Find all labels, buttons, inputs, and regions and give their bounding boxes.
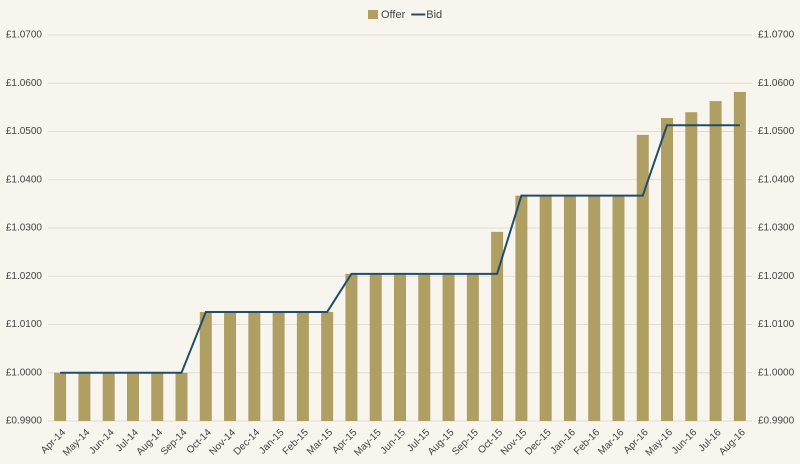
y2-tick-label: £1.0300	[758, 223, 795, 234]
y2-tick-label: £1.0000	[758, 367, 795, 378]
bar	[612, 195, 625, 421]
y-tick-label: £1.0100	[6, 319, 43, 330]
x-tick-label: Sep-14	[159, 427, 190, 458]
x-tick-label: Feb-16	[572, 427, 602, 457]
line	[60, 124, 740, 374]
bar	[199, 311, 212, 421]
x-tick-label: Mar-15	[305, 427, 335, 457]
bar	[733, 91, 746, 421]
bar	[321, 311, 334, 421]
bar	[418, 273, 431, 421]
x-tick-label: Aug-16	[717, 427, 748, 458]
y-tick-label: £1.0500	[6, 126, 43, 137]
bar	[661, 117, 674, 422]
bar	[466, 273, 479, 421]
bar	[224, 311, 237, 421]
y2-tick-label: £1.0100	[758, 319, 795, 330]
x-tick-label: Jun-14	[87, 427, 117, 457]
bar	[345, 273, 358, 421]
y-tick-label: £1.0400	[6, 174, 43, 185]
bar	[491, 231, 504, 421]
x-tick-label: Mar-16	[596, 427, 626, 457]
bar	[369, 273, 382, 421]
x-tick-label: Sep-15	[450, 427, 481, 458]
y-tick-label: £1.0600	[6, 78, 43, 89]
bar	[126, 372, 139, 421]
y2-tick-label: £1.0700	[758, 30, 795, 41]
bar	[515, 195, 528, 421]
bar	[636, 134, 649, 421]
x-tick-label: Feb-15	[281, 427, 311, 457]
bar	[442, 273, 455, 421]
y-tick-label: £1.0700	[6, 30, 43, 41]
bar	[102, 372, 115, 421]
x-tick-label: May-15	[352, 427, 384, 459]
bar	[539, 195, 552, 421]
y2-tick-label: £0.9900	[758, 416, 795, 427]
bar	[54, 372, 67, 421]
y2-tick-label: £1.0600	[758, 78, 795, 89]
bar	[709, 101, 722, 421]
y-tick-label: £0.9900	[6, 416, 43, 427]
bar	[394, 273, 406, 421]
y-tick-label: £1.0000	[6, 367, 43, 378]
x-tick-label: Dec-15	[523, 427, 554, 458]
x-tick-label: Jun-15	[379, 427, 409, 457]
bar	[151, 372, 164, 421]
bar	[685, 112, 698, 421]
legend-swatch	[368, 10, 378, 19]
y2-tick-label: £1.0200	[758, 271, 795, 282]
y-tick-label: £1.0200	[6, 271, 43, 282]
bar	[588, 195, 601, 421]
bar	[296, 311, 309, 421]
y-tick-label: £1.0300	[6, 223, 43, 234]
x-tick-label: May-14	[61, 427, 93, 459]
bar	[248, 311, 261, 421]
x-tick-label: May-16	[644, 427, 676, 459]
legend-label: Offer	[381, 9, 406, 21]
x-tick-label: Jun-16	[670, 427, 700, 457]
bar	[272, 311, 285, 421]
y2-tick-label: £1.0400	[758, 174, 795, 185]
bar	[175, 372, 188, 421]
legend-label: Bid	[426, 9, 442, 21]
bar	[563, 195, 576, 421]
x-tick-label: Dec-14	[232, 427, 263, 458]
bar	[78, 372, 91, 421]
y2-tick-label: £1.0500	[758, 126, 795, 137]
